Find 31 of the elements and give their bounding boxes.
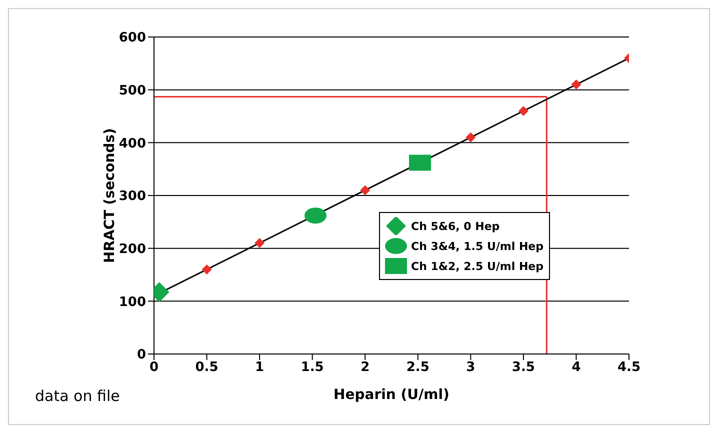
- point: [409, 154, 431, 171]
- y-tick-label: 0: [136, 348, 146, 363]
- point: [254, 238, 265, 248]
- y-tick-label: 500: [118, 83, 146, 98]
- point: [571, 80, 582, 90]
- y-tick-label: 400: [118, 136, 146, 152]
- point: [466, 132, 476, 142]
- y-axis-title: HRACT (seconds): [102, 128, 118, 263]
- x-tick-label: 1.5: [300, 360, 324, 376]
- y-tick-label: 600: [118, 30, 146, 46]
- point: [360, 185, 370, 196]
- x-tick-label: 2: [360, 360, 370, 376]
- point: [304, 208, 326, 224]
- legend-label: Ch 3&4, 1.5 U/ml Hep: [411, 240, 544, 252]
- point: [202, 264, 212, 274]
- legend-label: Ch 1&2, 2.5 U/ml Hep: [411, 260, 544, 272]
- x-axis-title: Heparin (U/ml): [334, 387, 450, 403]
- y-tick-label: 200: [118, 242, 146, 257]
- x-tick-label: 3.5: [512, 360, 535, 376]
- y-tick-label: 300: [118, 189, 146, 204]
- text: data on file: [35, 387, 120, 405]
- x-tick-label: 4.5: [617, 360, 641, 376]
- legend-label: Ch 5&6, 0 Hep: [411, 220, 500, 232]
- y-tick-label: 100: [118, 294, 146, 310]
- x-tick-label: 2.5: [406, 360, 430, 376]
- point: [518, 106, 528, 116]
- x-tick-label: 4: [572, 360, 581, 376]
- x-tick-label: 3: [466, 360, 476, 376]
- x-tick-label: 0: [149, 360, 159, 376]
- x-tick-label: 1: [255, 360, 264, 376]
- x-tick-label: 0.5: [195, 360, 218, 376]
